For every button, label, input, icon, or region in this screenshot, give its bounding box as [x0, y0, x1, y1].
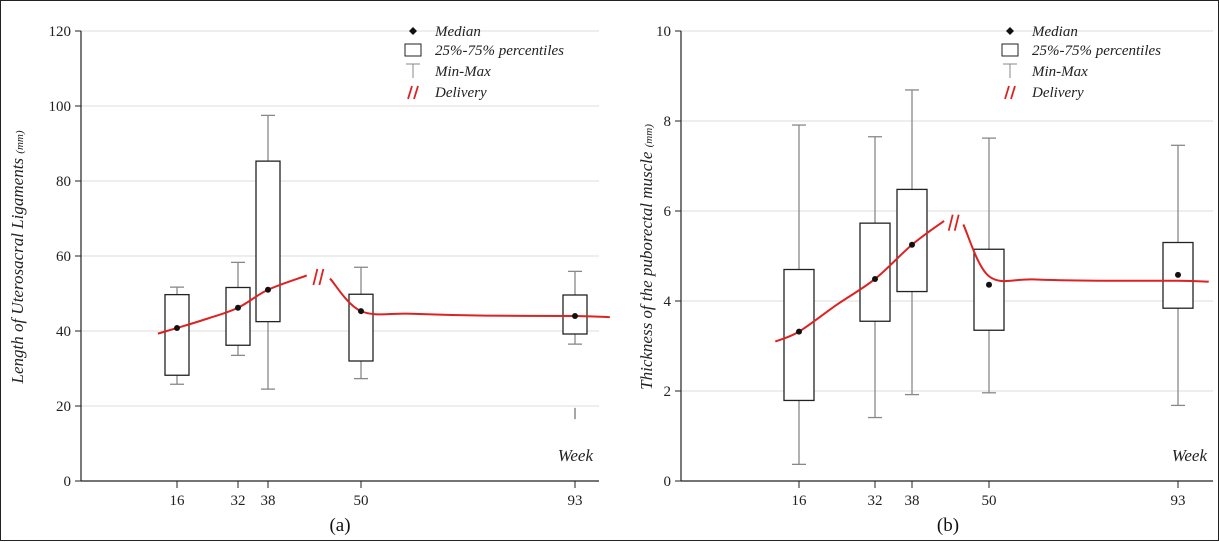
y-tick-label: 40 — [56, 324, 71, 340]
x-tick-label: 93 — [1171, 493, 1186, 509]
median-point — [572, 313, 578, 319]
box-week-93 — [562, 270, 588, 345]
legend-delivery-label: Delivery — [434, 85, 487, 101]
box-week-50 — [348, 266, 374, 380]
median-point — [235, 304, 241, 311]
x-tick-label: 50 — [982, 493, 997, 509]
box-week-38 — [255, 114, 281, 390]
y-tick-label: 8 — [664, 114, 672, 130]
legend-delivery-symbol — [413, 85, 419, 100]
legend-box-label: 25%-75% percentiles — [435, 43, 564, 59]
x-tick-label: 32 — [868, 493, 883, 509]
chart-panel-a: 0 20 40 60 80 100 120 16 32 38 50 93 Week Length of U… — [8, 24, 610, 536]
legend-delivery-symbol — [1004, 85, 1010, 100]
y-axis-label-unit: (mm) — [643, 124, 655, 148]
y-axis-label: Thickness of the puborectal muscle (mm) — [637, 124, 656, 390]
legend-box-symbol — [1001, 43, 1019, 57]
median-point — [909, 241, 915, 248]
y-axis-label: Length of Uterosacral Ligaments (mm) — [8, 130, 27, 384]
legend-delivery-symbol — [1010, 85, 1016, 100]
legend-median-symbol — [1006, 27, 1014, 35]
median-point — [174, 325, 180, 331]
y-tick-label: 20 — [56, 399, 71, 415]
median-point — [986, 281, 992, 288]
legend-delivery-symbol — [407, 85, 413, 100]
x-tick-label: 16 — [170, 493, 186, 509]
legend-box-label: 25%-75% percentiles — [1032, 43, 1161, 59]
x-axis-label: Week — [1172, 446, 1208, 465]
median-point — [872, 275, 878, 282]
x-tick-label: 38 — [261, 493, 276, 509]
box-week-16 — [164, 286, 190, 385]
x-tick-label: 16 — [792, 493, 808, 509]
x-tick-label: 38 — [905, 493, 920, 509]
legend: Median 25%-75% percentiles Min-Max Delivery — [1001, 24, 1161, 101]
panel-label: (a) — [329, 515, 350, 536]
y-tick-label: 120 — [49, 24, 72, 40]
median-point — [796, 328, 802, 335]
box-week-32 — [859, 136, 891, 419]
legend-median-label: Median — [434, 24, 481, 40]
median-point — [1175, 271, 1181, 278]
y-tick-label: 6 — [664, 204, 672, 220]
y-tick-label: 10 — [656, 24, 671, 40]
y-tick-label: 0 — [64, 474, 72, 490]
median-point — [265, 286, 271, 293]
x-tick-label: 50 — [354, 493, 369, 509]
y-axis-label-text: Thickness of the puborectal muscle — [637, 147, 656, 390]
legend-median-symbol — [409, 27, 417, 35]
iqr-box — [255, 160, 281, 323]
legend-median-label: Median — [1031, 24, 1078, 40]
delivery-mark — [318, 268, 325, 286]
delivery-mark — [312, 268, 319, 286]
iqr-box — [896, 188, 928, 293]
x-tick-label: 93 — [568, 493, 583, 509]
legend-whisker-label: Min-Max — [1031, 64, 1088, 80]
x-axis-label: Week — [558, 446, 594, 465]
trend-line-postpartum — [962, 224, 1209, 283]
delivery-mark — [953, 214, 960, 231]
chart-panel-b: 0 2 4 6 8 10 16 32 38 50 93 Week Thickness of the pu… — [637, 24, 1213, 536]
y-tick-label: 80 — [56, 174, 71, 190]
x-tick-label: 32 — [231, 493, 246, 509]
y-tick-label: 60 — [56, 249, 71, 265]
box-week-50 — [973, 137, 1005, 394]
y-tick-label: 0 — [664, 474, 672, 490]
panel-label: (b) — [937, 515, 959, 536]
y-axis-label-text: Length of Uterosacral Ligaments — [8, 154, 27, 385]
y-tick-label: 4 — [664, 294, 672, 310]
delivery-mark — [947, 214, 954, 231]
legend: Median 25%-75% percentiles Min-Max Delivery — [404, 24, 564, 101]
y-tick-label: 2 — [664, 384, 672, 400]
iqr-box — [859, 222, 891, 322]
iqr-box — [164, 293, 190, 376]
iqr-box — [225, 286, 251, 346]
box-week-16 — [783, 124, 815, 466]
legend-delivery-label: Delivery — [1031, 85, 1084, 101]
box-week-38 — [896, 89, 928, 396]
iqr-box — [783, 268, 815, 402]
legend-whisker-label: Min-Max — [434, 64, 491, 80]
legend-box-symbol — [404, 43, 422, 57]
median-point — [358, 308, 364, 315]
y-axis-label-unit: (mm) — [14, 130, 26, 154]
box-week-32 — [225, 261, 251, 357]
y-tick-label: 100 — [49, 99, 72, 115]
